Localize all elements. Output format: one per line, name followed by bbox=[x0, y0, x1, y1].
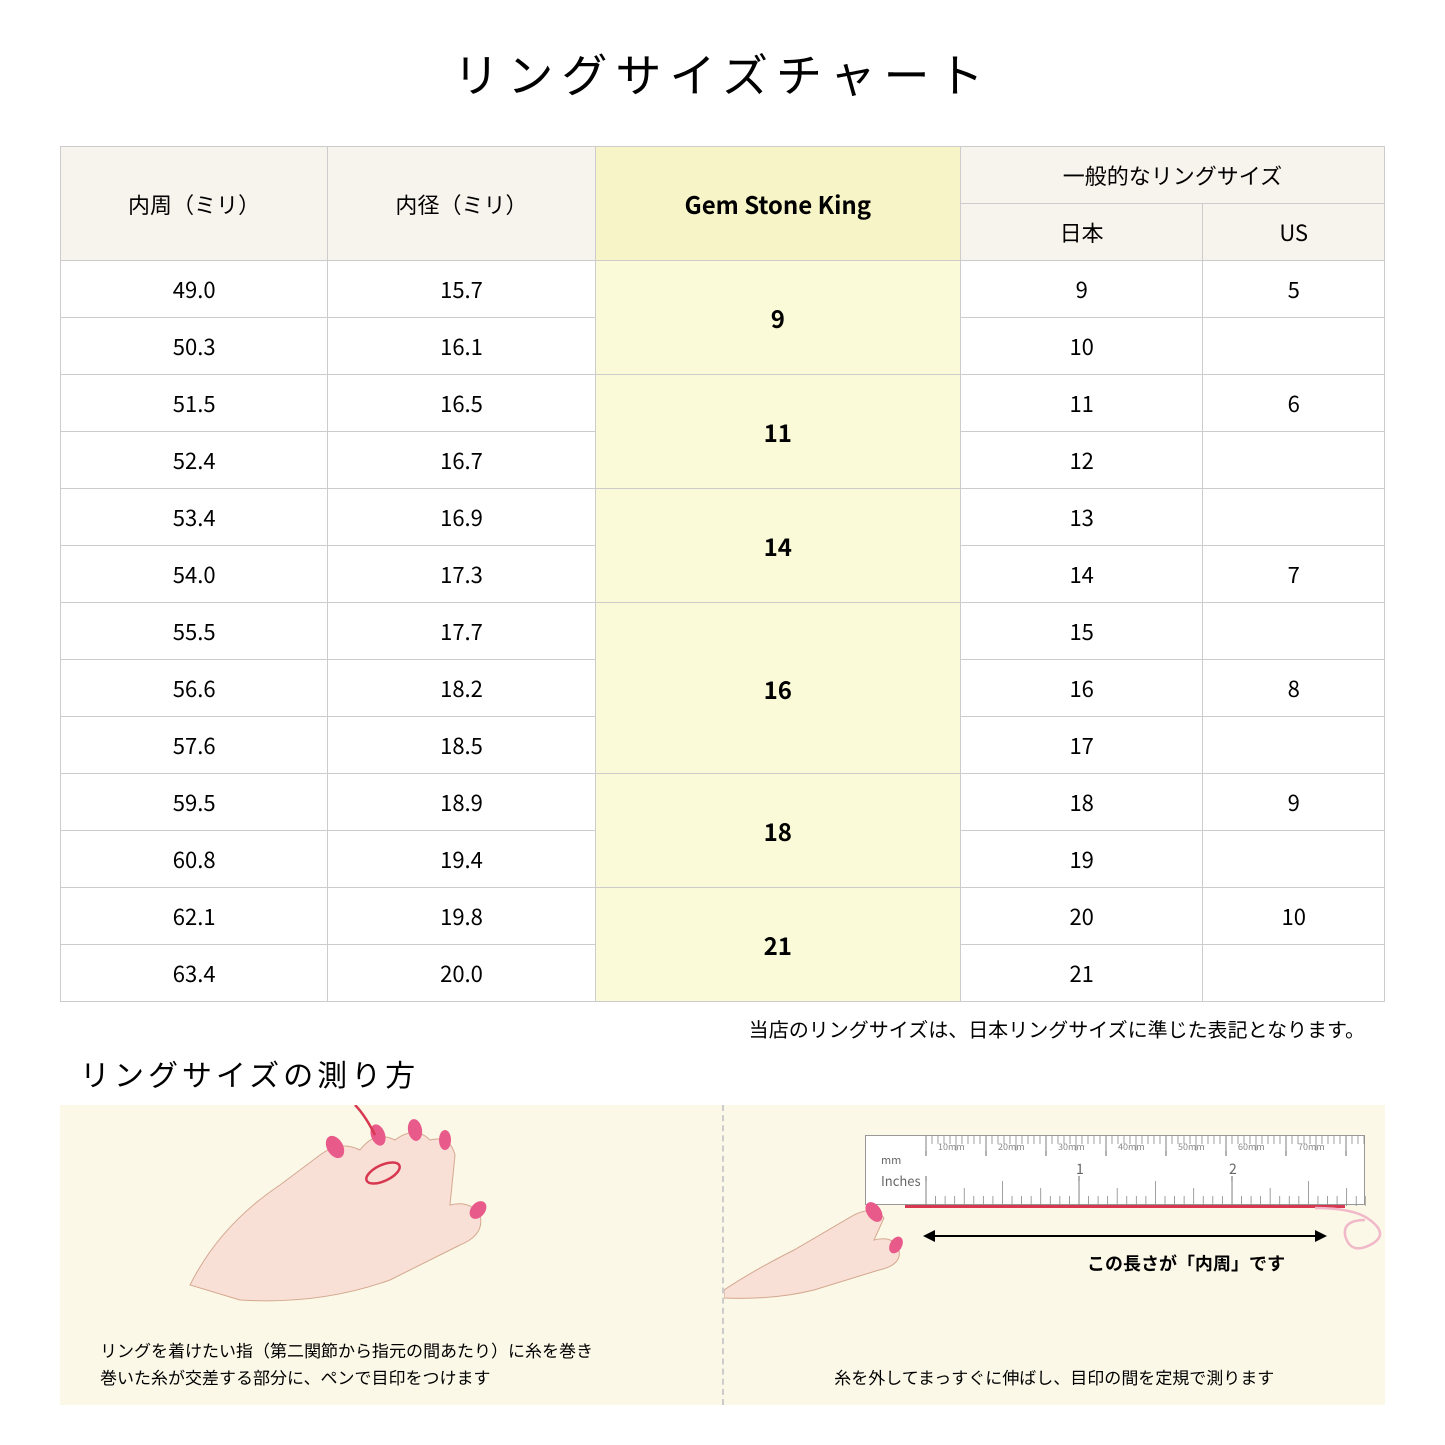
arrow-label: この長さが「内周」です bbox=[1087, 1250, 1285, 1276]
cell-circumference: 55.5 bbox=[61, 603, 328, 660]
svg-text:20mm: 20mm bbox=[998, 1140, 1025, 1153]
svg-text:60mm: 60mm bbox=[1238, 1140, 1265, 1153]
cell-japan: 21 bbox=[960, 945, 1202, 1002]
cell-us: 9 bbox=[1203, 774, 1385, 831]
cell-us: 7 bbox=[1203, 546, 1385, 603]
cell-gemstone: 9 bbox=[595, 261, 960, 375]
hand-wrap-icon bbox=[140, 1105, 520, 1315]
cell-us: 8 bbox=[1203, 660, 1385, 717]
cell-diameter: 16.5 bbox=[328, 375, 595, 432]
cell-circumference: 49.0 bbox=[61, 261, 328, 318]
hand-measure-icon bbox=[724, 1160, 924, 1300]
cell-us: 5 bbox=[1203, 261, 1385, 318]
cell-us bbox=[1203, 603, 1385, 660]
col-gemstone: Gem Stone King bbox=[595, 147, 960, 261]
cell-circumference: 60.8 bbox=[61, 831, 328, 888]
cell-us bbox=[1203, 945, 1385, 1002]
measure-area: リングを着けたい指（第二関節から指元の間あたり）に糸を巻き 巻いた糸が交差する部… bbox=[60, 1105, 1385, 1405]
ruler-icon: mm Inches 10mm20mm30mm40mm50mm60mm70mm 1… bbox=[865, 1135, 1365, 1205]
cell-diameter: 17.3 bbox=[328, 546, 595, 603]
cell-diameter: 19.8 bbox=[328, 888, 595, 945]
table-row: 55.517.71615 bbox=[61, 603, 1385, 660]
table-row: 59.518.918189 bbox=[61, 774, 1385, 831]
cell-diameter: 18.9 bbox=[328, 774, 595, 831]
page-title: リングサイズチャート bbox=[60, 40, 1385, 106]
cell-circumference: 53.4 bbox=[61, 489, 328, 546]
cell-diameter: 15.7 bbox=[328, 261, 595, 318]
svg-text:10mm: 10mm bbox=[938, 1140, 965, 1153]
cell-circumference: 56.6 bbox=[61, 660, 328, 717]
table-row: 51.516.511116 bbox=[61, 375, 1385, 432]
measure-left-panel: リングを着けたい指（第二関節から指元の間あたり）に糸を巻き 巻いた糸が交差する部… bbox=[60, 1105, 722, 1405]
cell-circumference: 63.4 bbox=[61, 945, 328, 1002]
cell-circumference: 50.3 bbox=[61, 318, 328, 375]
thread-curl-icon bbox=[1315, 1190, 1395, 1260]
cell-circumference: 59.5 bbox=[61, 774, 328, 831]
cell-gemstone: 11 bbox=[595, 375, 960, 489]
cell-japan: 20 bbox=[960, 888, 1202, 945]
cell-us bbox=[1203, 432, 1385, 489]
svg-text:30mm: 30mm bbox=[1058, 1140, 1085, 1153]
cell-gemstone: 21 bbox=[595, 888, 960, 1002]
svg-text:70mm: 70mm bbox=[1298, 1140, 1325, 1153]
col-japan: 日本 bbox=[960, 204, 1202, 261]
table-row: 62.119.8212010 bbox=[61, 888, 1385, 945]
cell-japan: 10 bbox=[960, 318, 1202, 375]
cell-japan: 14 bbox=[960, 546, 1202, 603]
cell-japan: 13 bbox=[960, 489, 1202, 546]
table-row: 49.015.7995 bbox=[61, 261, 1385, 318]
cell-diameter: 17.7 bbox=[328, 603, 595, 660]
col-diameter: 内径（ミリ） bbox=[328, 147, 595, 261]
table-note: 当店のリングサイズは、日本リングサイズに準じた表記となります。 bbox=[60, 1014, 1385, 1043]
cell-diameter: 18.2 bbox=[328, 660, 595, 717]
svg-text:1: 1 bbox=[1076, 1159, 1084, 1179]
cell-diameter: 18.5 bbox=[328, 717, 595, 774]
ring-size-table: 内周（ミリ） 内径（ミリ） Gem Stone King 一般的なリングサイズ … bbox=[60, 146, 1385, 1002]
measurement-arrow bbox=[925, 1235, 1325, 1237]
col-circumference: 内周（ミリ） bbox=[61, 147, 328, 261]
cell-circumference: 57.6 bbox=[61, 717, 328, 774]
svg-text:50mm: 50mm bbox=[1178, 1140, 1205, 1153]
cell-us bbox=[1203, 489, 1385, 546]
cell-diameter: 16.9 bbox=[328, 489, 595, 546]
cell-japan: 11 bbox=[960, 375, 1202, 432]
cell-diameter: 16.1 bbox=[328, 318, 595, 375]
cell-japan: 9 bbox=[960, 261, 1202, 318]
cell-circumference: 62.1 bbox=[61, 888, 328, 945]
cell-japan: 19 bbox=[960, 831, 1202, 888]
cell-us: 10 bbox=[1203, 888, 1385, 945]
cell-diameter: 19.4 bbox=[328, 831, 595, 888]
cell-circumference: 54.0 bbox=[61, 546, 328, 603]
cell-diameter: 16.7 bbox=[328, 432, 595, 489]
cell-diameter: 20.0 bbox=[328, 945, 595, 1002]
cell-japan: 16 bbox=[960, 660, 1202, 717]
cell-gemstone: 16 bbox=[595, 603, 960, 774]
cell-japan: 17 bbox=[960, 717, 1202, 774]
left-caption: リングを着けたい指（第二関節から指元の間あたり）に糸を巻き 巻いた糸が交差する部… bbox=[100, 1336, 695, 1390]
table-row: 53.416.91413 bbox=[61, 489, 1385, 546]
svg-text:40mm: 40mm bbox=[1118, 1140, 1145, 1153]
svg-text:2: 2 bbox=[1229, 1159, 1237, 1179]
right-caption: 糸を外してまっすぐに伸ばし、目印の間を定規で測ります bbox=[757, 1363, 1352, 1390]
cell-gemstone: 14 bbox=[595, 489, 960, 603]
cell-japan: 15 bbox=[960, 603, 1202, 660]
cell-circumference: 51.5 bbox=[61, 375, 328, 432]
measure-right-panel: mm Inches 10mm20mm30mm40mm50mm60mm70mm 1… bbox=[724, 1105, 1386, 1405]
cell-us bbox=[1203, 717, 1385, 774]
thread-line bbox=[905, 1205, 1345, 1208]
cell-circumference: 52.4 bbox=[61, 432, 328, 489]
cell-us bbox=[1203, 831, 1385, 888]
col-general: 一般的なリングサイズ bbox=[960, 147, 1384, 204]
cell-japan: 12 bbox=[960, 432, 1202, 489]
cell-us: 6 bbox=[1203, 375, 1385, 432]
cell-japan: 18 bbox=[960, 774, 1202, 831]
cell-gemstone: 18 bbox=[595, 774, 960, 888]
col-us: US bbox=[1203, 204, 1385, 261]
cell-us bbox=[1203, 318, 1385, 375]
measure-title: リングサイズの測り方 bbox=[60, 1051, 1385, 1095]
